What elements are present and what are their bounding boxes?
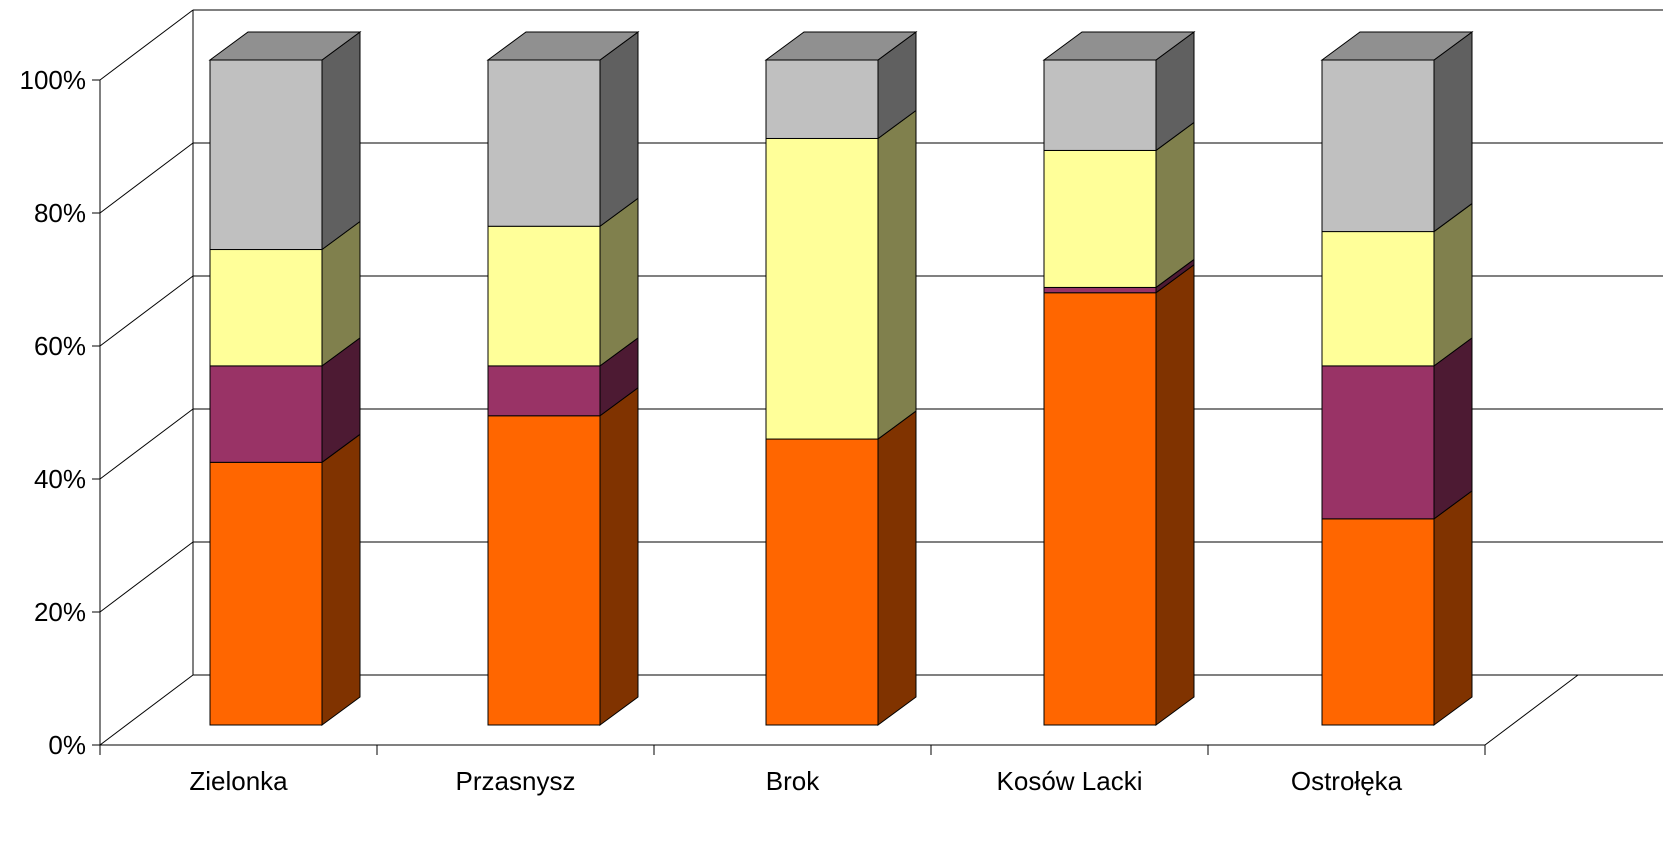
bar-segment-side [1433, 31, 1473, 233]
bar-segment-front [487, 415, 601, 726]
bar-segment-side [599, 197, 639, 367]
bar-segment-front [1321, 231, 1435, 367]
gridline-diagonal [99, 408, 194, 480]
bar-segment-side [321, 433, 361, 726]
bar-segment-side [1155, 263, 1195, 726]
gridline-diagonal [99, 142, 194, 214]
bar-segment-front [1043, 286, 1157, 294]
bar-segment-side [599, 31, 639, 228]
bar-segment-front [1321, 59, 1435, 233]
category-label: Przasnysz [456, 766, 576, 796]
bar-segment-front [487, 59, 601, 227]
bar-segment-side [877, 410, 917, 726]
bar-segment-side [877, 109, 917, 441]
y-tick-label: 60% [34, 331, 86, 361]
bar-segment-side [321, 31, 361, 251]
bar-segment-side [599, 386, 639, 726]
bar-segment-front [209, 461, 323, 726]
category-label: Kosów Lacki [997, 766, 1143, 796]
gridline-diagonal [99, 9, 194, 81]
bar-segment-front [1043, 59, 1157, 151]
bar-segment-front [1321, 365, 1435, 520]
bar-top [1320, 31, 1474, 61]
bar-segment-side [1433, 336, 1473, 520]
bar-top [208, 31, 362, 61]
chart-bars [208, 31, 1474, 726]
bar-segment-front [209, 59, 323, 251]
bar-top [764, 31, 918, 61]
category-label: Ostrołęka [1291, 766, 1403, 796]
y-tick-label: 40% [34, 464, 86, 494]
bar-segment-front [487, 365, 601, 417]
bar-segment-front [765, 59, 879, 139]
gridline-diagonal [99, 275, 194, 347]
gridline-diagonal [99, 674, 194, 746]
bar-segment-front [487, 225, 601, 367]
bar-segment-front [209, 249, 323, 367]
y-tick-label: 80% [34, 198, 86, 228]
bar-top [486, 31, 640, 61]
bar-segment-front [1043, 292, 1157, 726]
bar-segment-front [765, 137, 879, 440]
chart-axes [92, 10, 1579, 755]
y-tick-label: 100% [20, 65, 87, 95]
y-tick-label: 0% [48, 730, 86, 760]
bar-segment-side [1155, 121, 1195, 289]
bar-segment-front [209, 365, 323, 463]
gridline-diagonal [99, 541, 194, 613]
bar-segment-side [1433, 489, 1473, 726]
category-label: Brok [766, 766, 820, 796]
bar-segment-front [1043, 149, 1157, 288]
category-label: Zielonka [189, 766, 288, 796]
bar-segment-front [765, 438, 879, 726]
floor-right-edge [1484, 674, 1579, 746]
bar-top [1042, 31, 1196, 61]
chart-labels: 0% 20% 40% 60% 80% 100% Zielonka Przasnysz Brok K… [20, 65, 1403, 796]
y-tick-label: 20% [34, 597, 86, 627]
bar-segment-front [1321, 518, 1435, 726]
